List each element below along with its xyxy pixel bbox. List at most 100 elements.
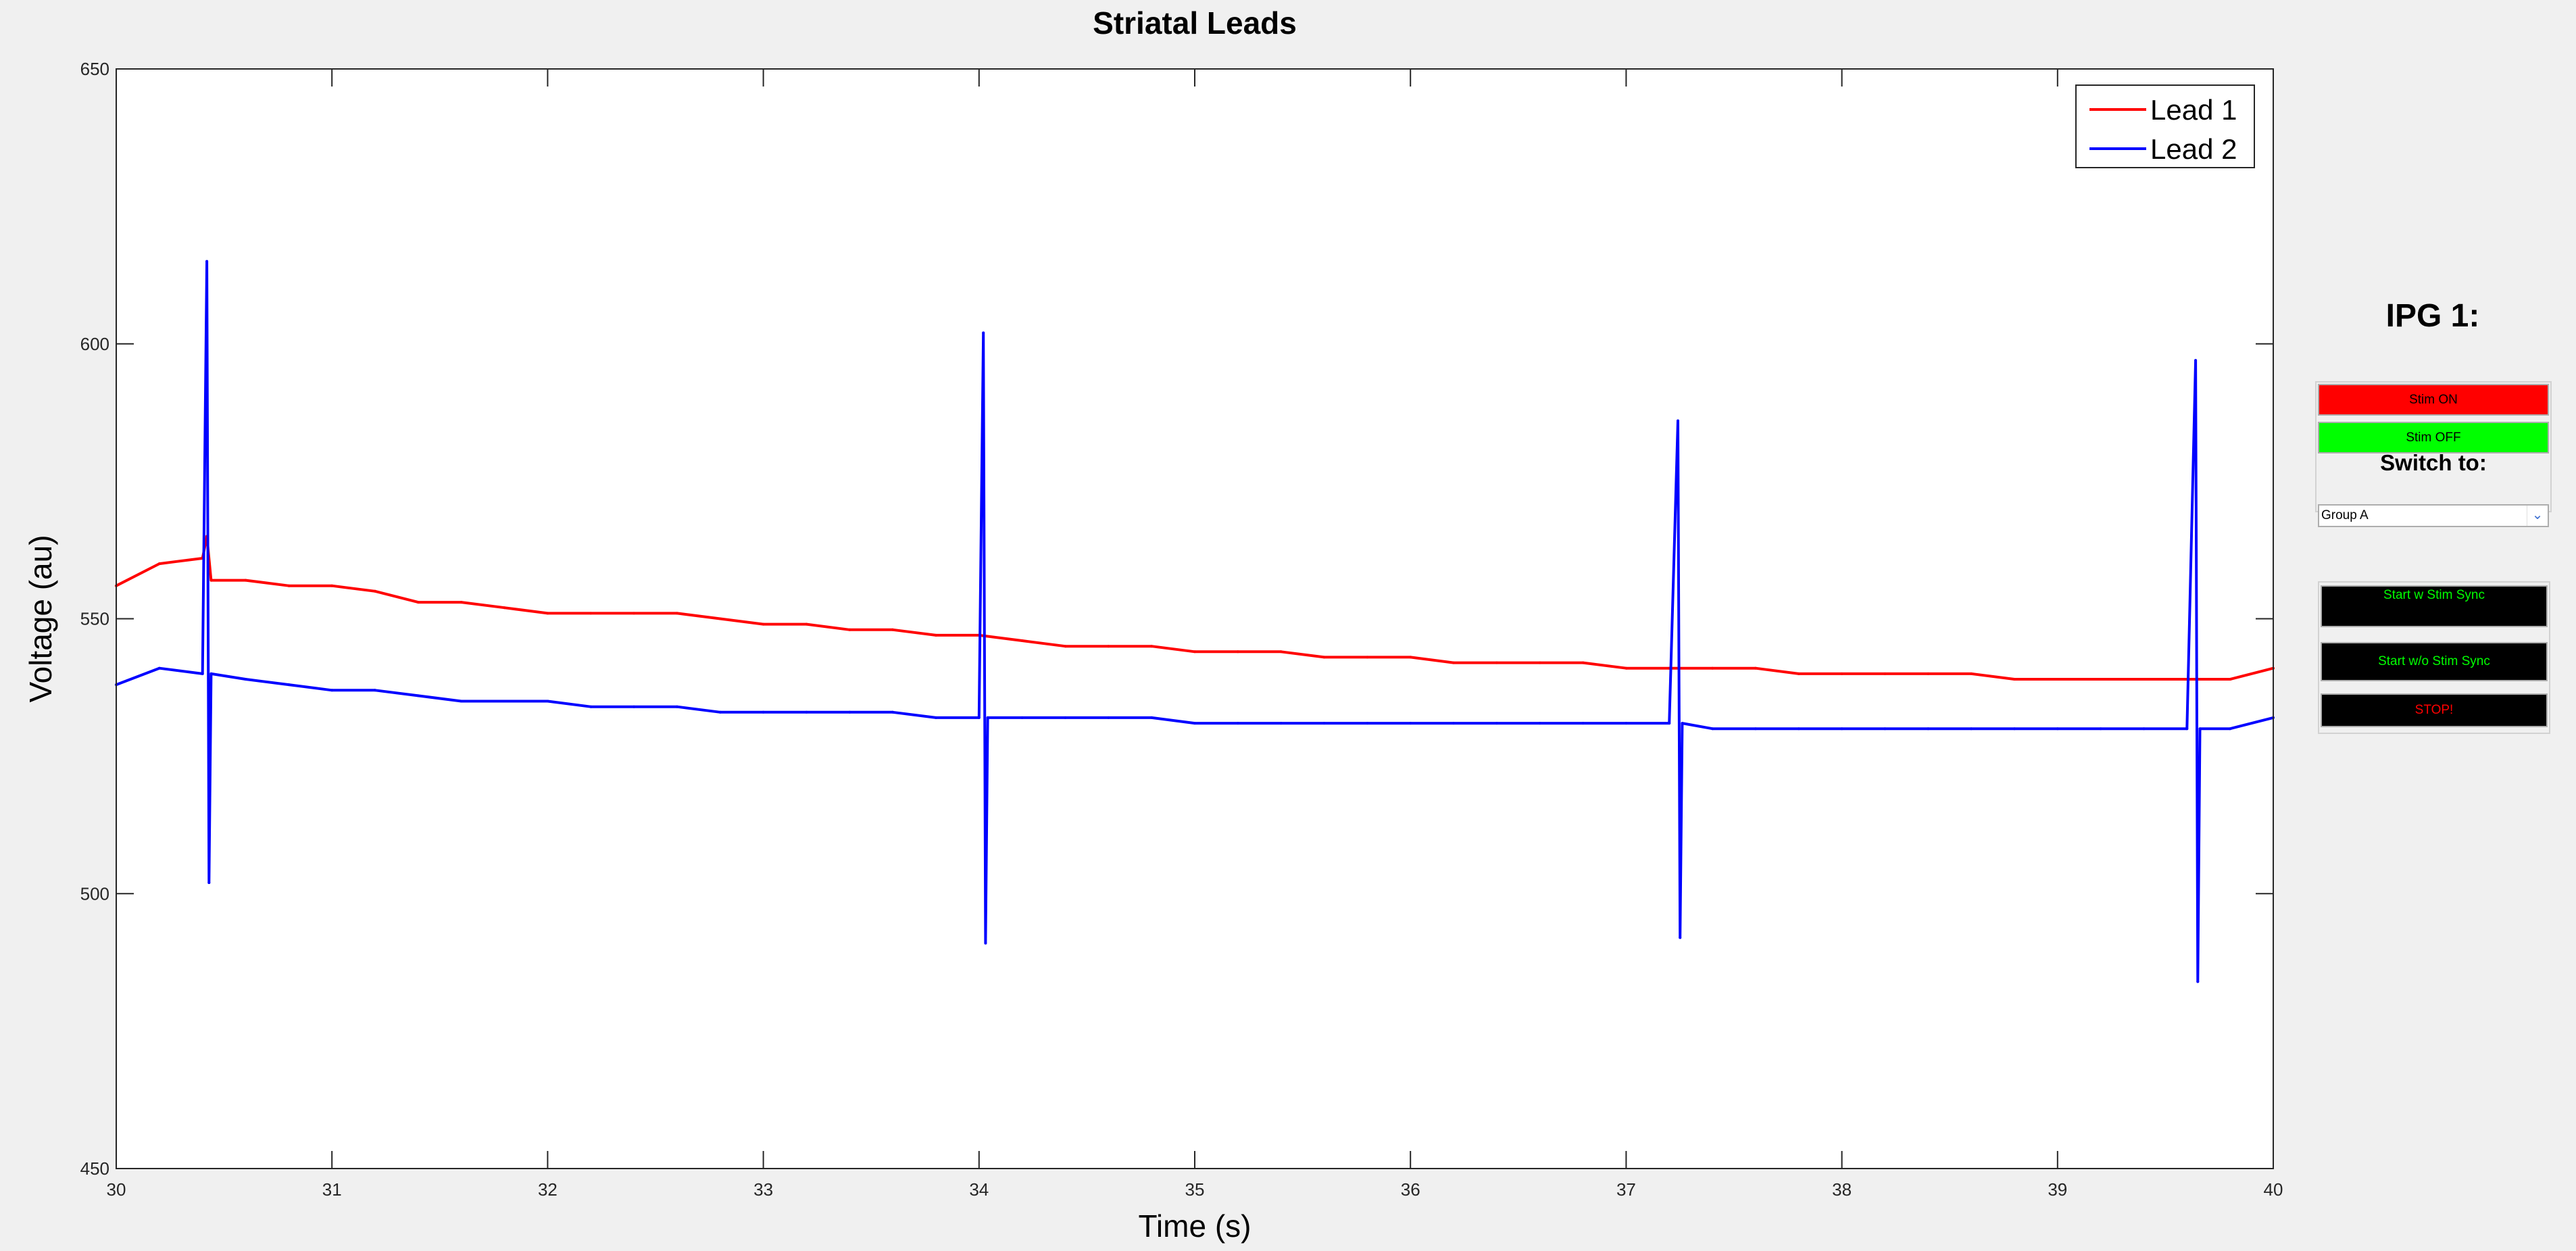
series-point-lead-2 xyxy=(718,710,722,714)
series-point-lead-2 xyxy=(2056,727,2059,731)
series-point-lead-1 xyxy=(1064,645,1067,648)
series-point-lead-2 xyxy=(1679,936,1682,939)
series-point-lead-1 xyxy=(157,562,161,566)
series-point-lead-2 xyxy=(984,941,987,945)
series-point-lead-2 xyxy=(2099,727,2102,731)
series-point-lead-2 xyxy=(244,678,247,681)
series-point-lead-1 xyxy=(1409,656,1412,659)
x-tick-label: 30 xyxy=(107,1179,126,1200)
series-point-lead-1 xyxy=(1711,666,1714,670)
switch-to-label: Switch to: xyxy=(2380,450,2487,475)
series-point-lead-2 xyxy=(1322,722,1326,725)
series-point-lead-2 xyxy=(416,694,420,697)
stop-button[interactable]: STOP! xyxy=(2321,693,2548,727)
series-point-lead-2 xyxy=(2013,727,2016,731)
series-point-lead-1 xyxy=(633,612,636,615)
series-point-lead-1 xyxy=(1279,650,1283,654)
series-point-lead-2 xyxy=(1927,727,1930,731)
series-point-lead-2 xyxy=(2142,727,2146,731)
series-point-lead-1 xyxy=(805,622,808,626)
series-point-lead-2 xyxy=(287,683,291,687)
series-point-lead-1 xyxy=(718,617,722,620)
series-point-lead-2 xyxy=(2185,727,2189,731)
series-point-lead-1 xyxy=(1150,645,1154,648)
series-point-lead-2 xyxy=(675,705,678,708)
x-tick-label: 36 xyxy=(1401,1179,1420,1200)
series-point-lead-2 xyxy=(1797,727,1800,731)
series-point-lead-2 xyxy=(2194,359,2198,362)
x-tick-label: 32 xyxy=(538,1179,558,1200)
series-point-lead-2 xyxy=(977,716,981,719)
series-point-lead-1 xyxy=(1322,656,1326,659)
series-point-lead-2 xyxy=(1193,722,1196,725)
series-point-lead-2 xyxy=(1711,727,1714,731)
x-tick-label: 37 xyxy=(1616,1179,1636,1200)
chart-title: Striatal Leads xyxy=(1093,5,1297,41)
axes-background xyxy=(116,69,2273,1169)
series-point-lead-1 xyxy=(1625,666,1628,670)
series-point-lead-1 xyxy=(1581,661,1585,664)
series-point-lead-1 xyxy=(2142,678,2146,681)
series-point-lead-2 xyxy=(1409,722,1412,725)
series-point-lead-1 xyxy=(1495,661,1498,664)
series-point-lead-2 xyxy=(330,689,334,692)
series-point-lead-2 xyxy=(2229,727,2232,731)
y-axis-label: Voltage (au) xyxy=(23,535,58,702)
series-point-lead-2 xyxy=(2198,727,2202,731)
start-with-stim-sync-button[interactable]: Start w Stim Sync xyxy=(2321,585,2548,627)
series-point-lead-1 xyxy=(1020,639,1024,642)
series-point-lead-1 xyxy=(287,584,291,587)
series-point-lead-2 xyxy=(2196,980,2200,983)
series-point-lead-1 xyxy=(546,612,549,615)
series-point-lead-2 xyxy=(374,689,376,692)
chevron-down-icon[interactable]: ⌄ xyxy=(2527,506,2548,526)
series-point-lead-1 xyxy=(1797,672,1800,675)
series-point-lead-2 xyxy=(1452,722,1455,725)
series-point-lead-2 xyxy=(1538,722,1541,725)
series-point-lead-2 xyxy=(209,672,213,675)
stim-off-button[interactable]: Stim OFF xyxy=(2318,422,2549,453)
series-point-lead-1 xyxy=(675,612,678,615)
series-point-lead-1 xyxy=(1883,672,1887,675)
axis-ticks: 30 31 32 33 34 35 36 37 38 39 40 450 500 550 600 650 xyxy=(80,59,2283,1200)
series-point-lead-2 xyxy=(546,700,549,703)
series-point-lead-2 xyxy=(1677,419,1679,422)
series-point-lead-2 xyxy=(805,710,808,714)
series-point-lead-2 xyxy=(1279,722,1283,725)
series-point-lead-2 xyxy=(1020,716,1024,719)
series-point-lead-2 xyxy=(1107,716,1110,719)
series-point-lead-1 xyxy=(416,601,420,604)
series-point-lead-1 xyxy=(503,606,506,610)
series-point-lead-1 xyxy=(1538,661,1541,664)
series-point-lead-1 xyxy=(2056,678,2059,681)
series-point-lead-2 xyxy=(460,700,463,703)
series-point-lead-2 xyxy=(1366,722,1369,725)
x-tick-label: 35 xyxy=(1185,1179,1205,1200)
series-point-lead-2 xyxy=(1495,722,1498,725)
x-tick-label: 39 xyxy=(2048,1179,2067,1200)
y-tick-label: 600 xyxy=(80,334,109,354)
series-point-lead-2 xyxy=(848,710,851,714)
group-select-value: Group A xyxy=(2321,508,2369,522)
series-point-lead-1 xyxy=(2099,678,2102,681)
stim-on-button[interactable]: Stim ON xyxy=(2318,384,2549,416)
series-point-lead-2 xyxy=(201,672,204,675)
series-point-lead-2 xyxy=(1970,727,1973,731)
series-point-lead-2 xyxy=(205,260,209,263)
series-point-lead-1 xyxy=(848,628,851,631)
legend-label: Lead 2 xyxy=(2150,133,2237,165)
stim-control-panel: Stim ON Stim OFF Switch to: Group A ⌄ xyxy=(2315,381,2552,527)
group-select[interactable]: Group A ⌄ xyxy=(2318,504,2549,527)
x-tick-label: 34 xyxy=(969,1179,989,1200)
series-point-lead-1 xyxy=(2229,678,2232,681)
x-tick-label: 40 xyxy=(2264,1179,2283,1200)
start-without-stim-sync-button[interactable]: Start w/o Stim Sync xyxy=(2321,642,2548,681)
series-point-lead-2 xyxy=(935,716,937,719)
series-point-lead-2 xyxy=(1840,727,1843,731)
series-point-lead-1 xyxy=(2013,678,2016,681)
series-point-lead-2 xyxy=(1681,722,1684,725)
series-point-lead-1 xyxy=(1970,672,1973,675)
series-point-lead-1 xyxy=(209,579,213,582)
series-point-lead-1 xyxy=(460,601,463,604)
